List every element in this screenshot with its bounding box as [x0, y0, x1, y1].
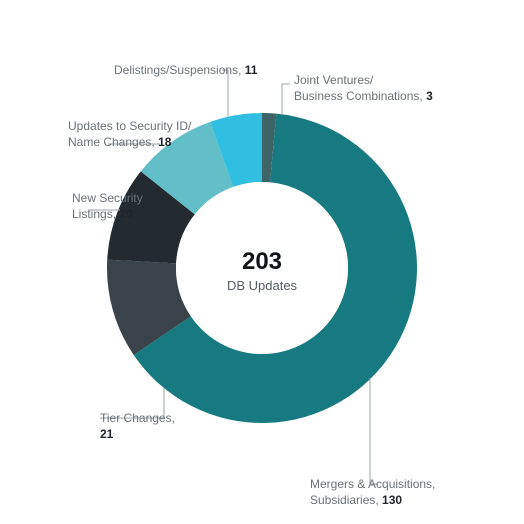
- center-label: DB Updates: [227, 278, 297, 293]
- label-ma-l1: Mergers & Acquisitions,: [310, 477, 435, 491]
- label-new: New Security Listings, 20: [72, 190, 143, 222]
- label-tier-val: 21: [100, 427, 113, 441]
- label-tier: Tier Changes, 21: [100, 410, 175, 442]
- label-ma: Mergers & Acquisitions, Subsidiaries, 13…: [310, 476, 435, 508]
- label-new-val: 20: [119, 207, 132, 221]
- leader-ma: [370, 378, 378, 484]
- label-del-l1: Delistings/Suspensions,: [114, 63, 241, 77]
- label-upd-l1: Updates to Security ID/: [68, 119, 191, 133]
- label-upd-l2: Name Changes,: [68, 135, 155, 149]
- label-jv-l2: Business Combinations,: [294, 89, 423, 103]
- label-new-l2: Listings,: [72, 207, 116, 221]
- label-jv: Joint Ventures/ Business Combinations, 3: [294, 72, 433, 104]
- label-ma-l2: Subsidiaries,: [310, 493, 379, 507]
- chart-center: 203 DB Updates: [0, 248, 524, 293]
- label-del: Delistings/Suspensions, 11: [114, 62, 257, 78]
- label-jv-l1: Joint Ventures/: [294, 73, 373, 87]
- center-total: 203: [242, 248, 282, 276]
- label-new-l1: New Security: [72, 191, 143, 205]
- leader-jv: [282, 84, 290, 115]
- label-ma-val: 130: [382, 493, 402, 507]
- label-upd: Updates to Security ID/ Name Changes, 18: [68, 118, 191, 150]
- donut-chart: 203 DB Updates Joint Ventures/ Business …: [0, 0, 524, 524]
- label-upd-val: 18: [158, 135, 171, 149]
- label-jv-val: 3: [426, 89, 433, 103]
- label-tier-l1: Tier Changes,: [100, 411, 175, 425]
- label-del-val: 11: [245, 63, 258, 77]
